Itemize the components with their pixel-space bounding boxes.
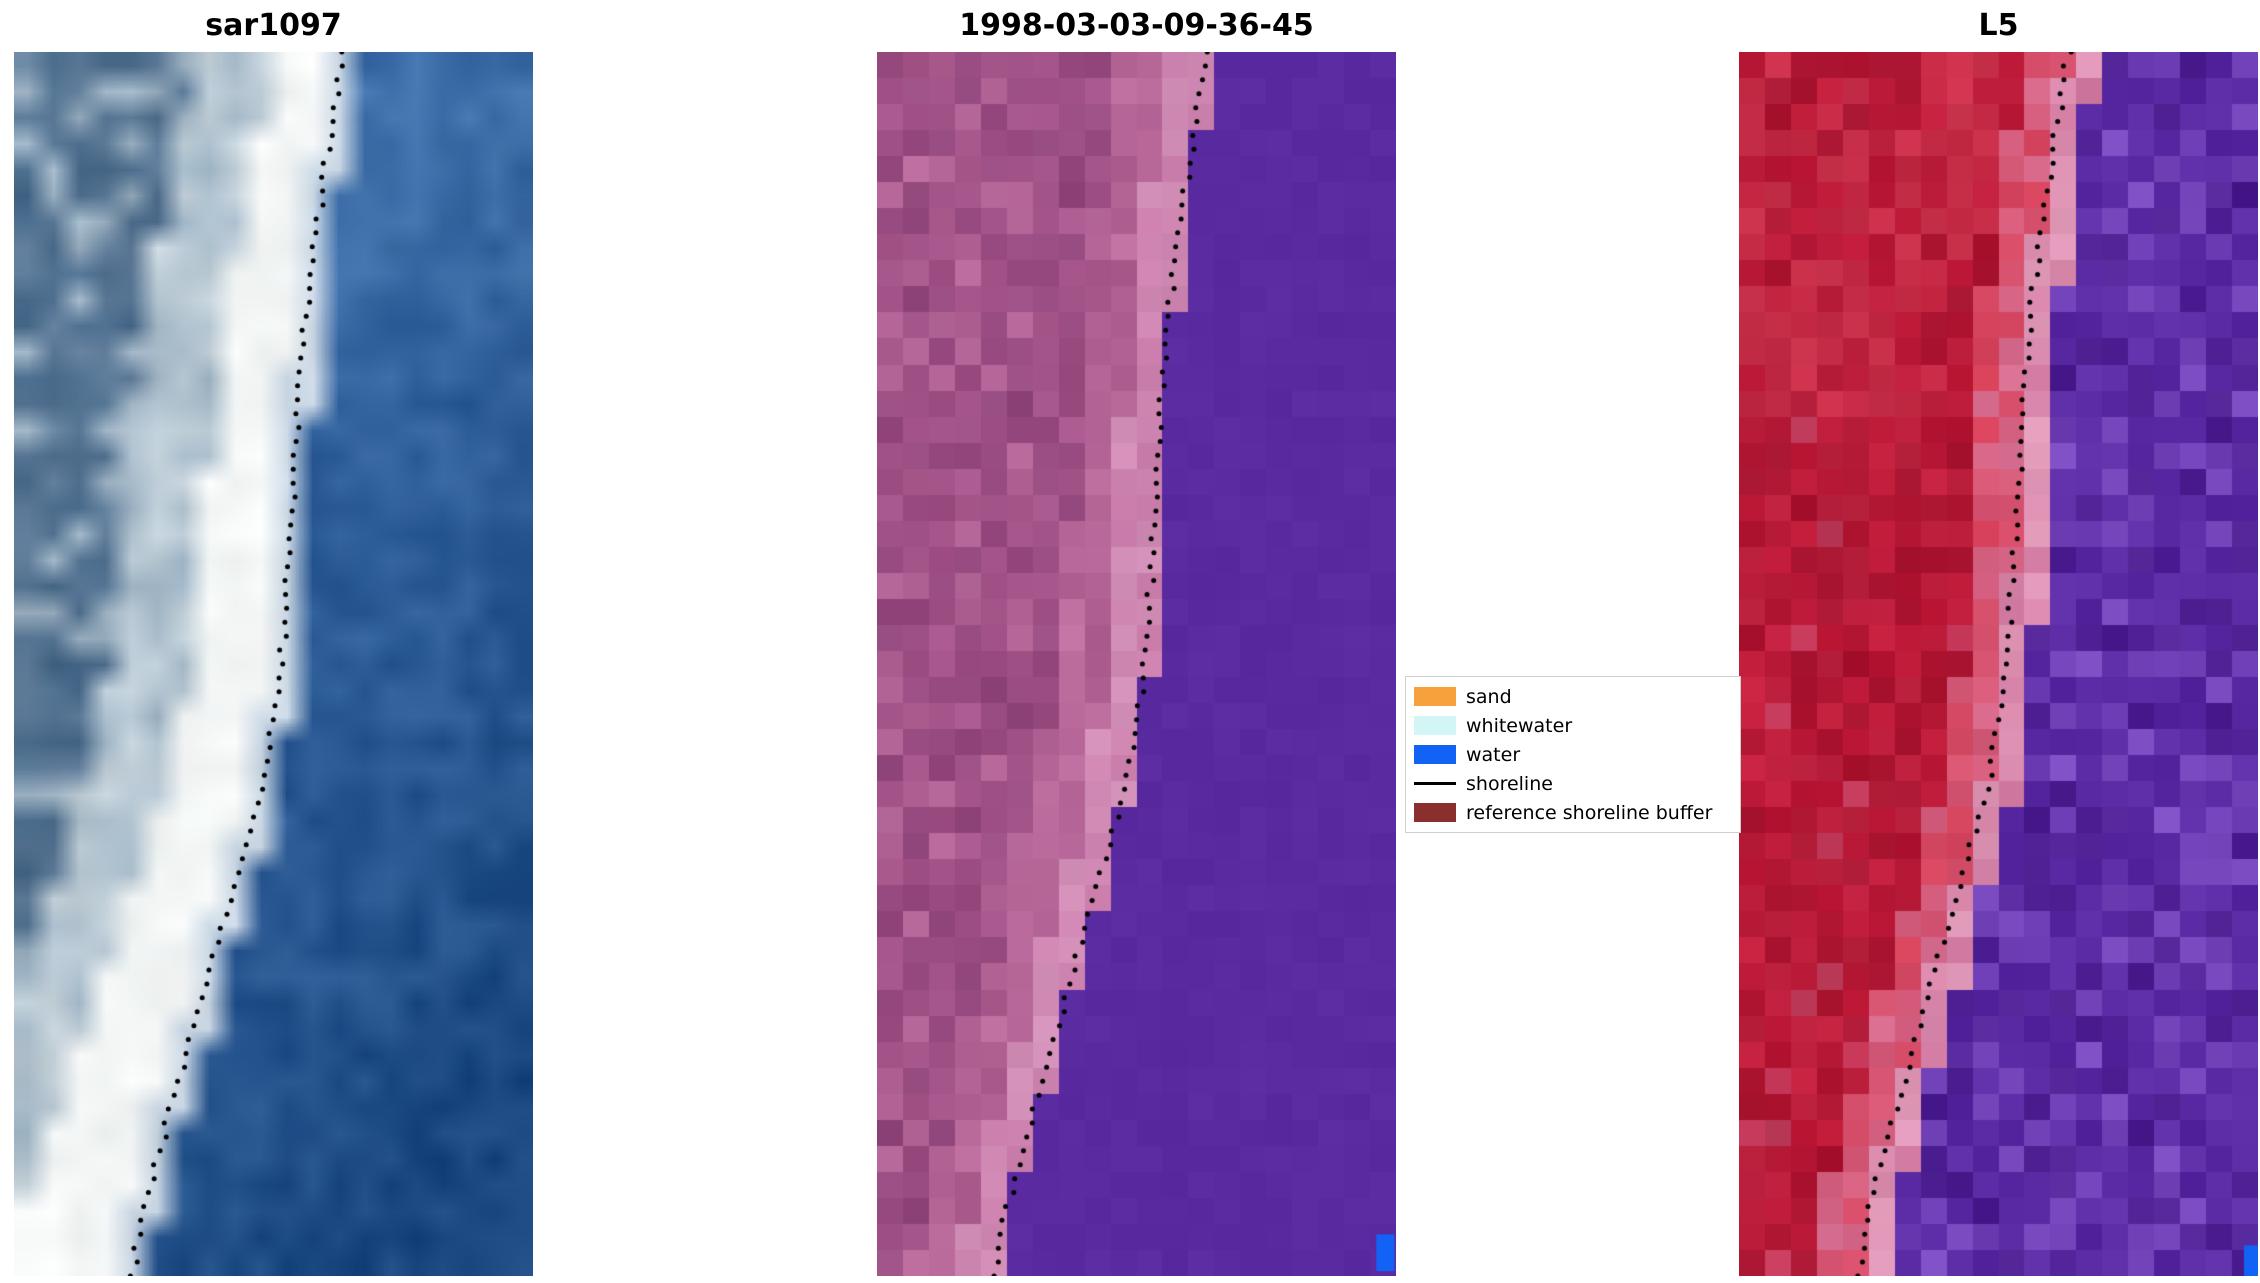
legend-item-sand: sand bbox=[1414, 682, 1738, 711]
legend-item-shoreline: shoreline bbox=[1414, 769, 1738, 798]
legend-label-whitewater: whitewater bbox=[1466, 714, 1573, 737]
legend-item-water: water bbox=[1414, 740, 1738, 769]
legend-label-sand: sand bbox=[1466, 685, 1512, 708]
panel-title-l5: L5 bbox=[1978, 8, 2019, 43]
panel-title-sar: sar1097 bbox=[205, 8, 342, 43]
l5-image-panel bbox=[1739, 52, 2258, 1276]
legend-item-reference-buffer: reference shoreline buffer bbox=[1414, 798, 1738, 827]
panel-title-classified-date: 1998-03-03-09-36-45 bbox=[959, 8, 1314, 43]
sar-image-panel bbox=[14, 52, 533, 1276]
sand-swatch bbox=[1414, 687, 1456, 706]
water-swatch bbox=[1414, 745, 1456, 764]
reference-buffer-swatch bbox=[1414, 803, 1456, 822]
legend-item-whitewater: whitewater bbox=[1414, 711, 1738, 740]
legend: sand whitewater water shoreline referenc… bbox=[1405, 676, 1741, 833]
shoreline-line-sample bbox=[1414, 782, 1456, 785]
legend-label-water: water bbox=[1466, 743, 1521, 766]
legend-label-reference-buffer: reference shoreline buffer bbox=[1466, 801, 1713, 824]
classified-image-panel bbox=[877, 52, 1396, 1276]
legend-label-shoreline: shoreline bbox=[1466, 772, 1553, 795]
whitewater-swatch bbox=[1414, 716, 1456, 735]
